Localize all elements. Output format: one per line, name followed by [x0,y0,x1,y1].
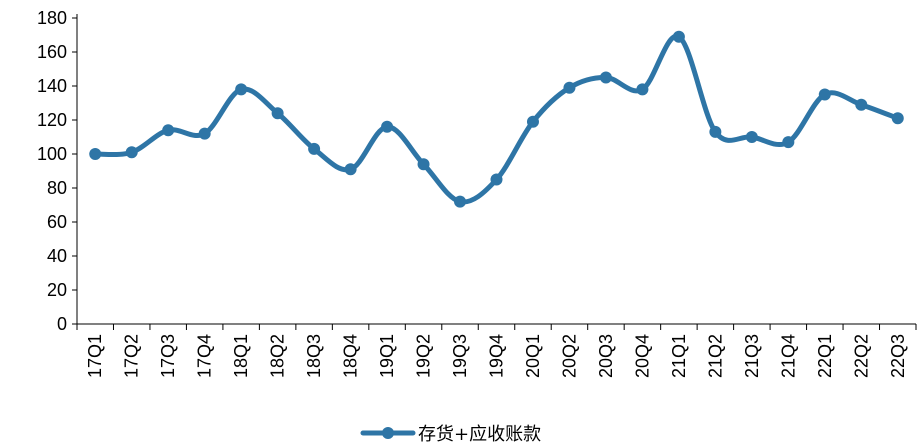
x-tick-label: 17Q4 [195,334,215,378]
x-tick-label: 19Q2 [414,334,434,378]
x-tick-label: 18Q4 [341,334,361,378]
x-tick-label: 22Q1 [815,334,835,378]
data-point [636,83,649,96]
x-tick-label: 18Q1 [231,334,251,378]
data-point [709,125,722,138]
data-point [563,81,576,94]
data-point [344,163,357,176]
y-tick-label: 0 [57,314,67,334]
x-tick-label: 22Q3 [888,334,908,378]
data-point [89,148,102,160]
x-tick-label: 19Q1 [377,334,397,378]
data-point [526,115,539,128]
data-point [782,136,795,149]
x-tick-label: 21Q3 [742,334,762,378]
y-tick-label: 60 [47,212,67,232]
x-tick-label: 19Q4 [487,334,507,378]
data-point [271,107,284,120]
x-tick-label: 19Q3 [450,334,470,378]
data-point [891,112,904,125]
data-point [599,71,612,84]
data-point [162,124,175,137]
plot-area [89,30,904,208]
x-tick-label: 21Q2 [705,334,725,378]
x-tick-label: 17Q1 [85,334,105,378]
x-tick-label: 20Q4 [632,334,652,378]
y-tick-label: 160 [37,42,67,62]
x-tick-label: 21Q1 [669,334,689,378]
data-point [125,146,138,159]
data-point [672,30,685,43]
y-axis: 0 20 40 60 80 100 120 140 160 180 [37,8,78,334]
legend: 存货+应收账款 [360,424,541,445]
y-tick-label: 140 [37,76,67,96]
data-point [308,142,321,155]
x-tick-label: 22Q2 [851,334,871,378]
x-tick-label: 18Q2 [268,334,288,378]
y-tick-label: 180 [37,8,67,28]
y-tick-label: 120 [37,110,67,130]
data-point [454,195,467,208]
x-tick-label: 18Q3 [304,334,324,378]
data-point [198,127,211,140]
data-point [417,158,430,171]
data-point [855,98,868,111]
data-point [745,131,758,143]
data-point [490,173,503,186]
x-tick-label: 20Q2 [559,334,579,378]
x-tick-label: 17Q2 [122,334,142,378]
y-tick-label: 80 [47,178,67,198]
legend-marker [382,427,394,439]
x-axis: 17Q1 17Q2 17Q3 17Q4 18Q1 18Q2 18Q3 18Q4 19Q1 19Q2… [76,323,917,378]
x-tick-label: 20Q3 [596,334,616,378]
data-point [818,88,831,101]
y-tick-label: 100 [37,144,67,164]
data-point [235,83,248,96]
x-tick-label: 21Q4 [778,334,798,378]
y-tick-label: 40 [47,246,67,266]
x-tick-label: 17Q3 [158,334,178,378]
legend-label: 存货+应收账款 [418,424,541,445]
data-point [381,120,394,133]
y-tick-label: 20 [47,280,67,300]
x-tick-label: 20Q1 [523,334,543,378]
